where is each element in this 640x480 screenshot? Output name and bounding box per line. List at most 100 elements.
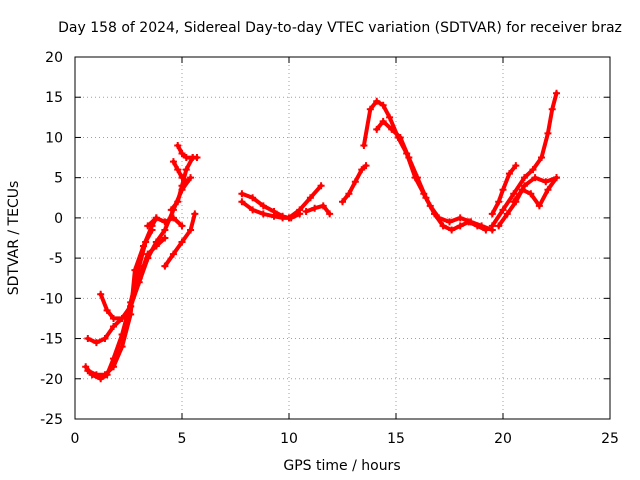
series-arc-13 — [339, 162, 370, 206]
data-point — [544, 186, 552, 194]
axis-ticks — [74, 56, 611, 420]
data-point — [161, 234, 169, 242]
series-arc-3 — [84, 214, 160, 379]
data-point — [317, 182, 325, 190]
series-arc-7 — [169, 158, 190, 186]
chart-title: Day 158 of 2024, Sidereal Day-to-day VTE… — [58, 20, 622, 36]
data-point — [92, 339, 100, 347]
data-point — [473, 222, 481, 230]
y-tick-label: 0 — [54, 211, 63, 227]
data-point — [448, 226, 456, 234]
data-point — [360, 141, 368, 149]
data-point — [373, 97, 381, 105]
data-point — [167, 206, 175, 214]
data-point — [101, 335, 109, 343]
x-tick-labels: 0 5 10 15 20 25 — [71, 431, 619, 447]
data-point — [542, 178, 550, 186]
data-point — [178, 182, 186, 190]
data-point — [422, 194, 430, 202]
data-point — [84, 335, 92, 343]
data-point — [520, 174, 528, 182]
data-point — [101, 371, 109, 379]
data-point — [249, 194, 257, 202]
x-axis-label: GPS time / hours — [283, 458, 400, 474]
data-point — [296, 210, 304, 218]
data-point — [82, 363, 90, 371]
data-point — [510, 198, 518, 206]
data-point — [144, 222, 152, 230]
data-point — [446, 218, 453, 226]
data-point — [544, 129, 552, 137]
data-point — [379, 117, 387, 125]
data-point — [386, 113, 394, 121]
data-point — [131, 266, 139, 274]
data-point — [413, 174, 421, 182]
y-tick-label: 5 — [54, 171, 63, 187]
data-point — [495, 222, 503, 230]
data-point — [396, 133, 404, 141]
series-line — [85, 215, 159, 377]
data-point — [187, 226, 195, 234]
data-point — [499, 186, 507, 194]
series-line — [490, 91, 559, 228]
x-tick-label: 20 — [494, 431, 512, 447]
y-tick-label: -15 — [40, 332, 63, 348]
data-point — [339, 198, 346, 206]
data-point — [182, 178, 190, 186]
data-point — [139, 242, 147, 250]
y-tick-label: 15 — [45, 90, 63, 106]
data-series — [82, 89, 560, 383]
x-tick-label: 10 — [280, 431, 298, 447]
data-point — [97, 290, 105, 298]
series-arc-16 — [488, 162, 520, 218]
x-tick-label: 0 — [71, 431, 80, 447]
data-point — [465, 218, 473, 226]
x-tick-label: 5 — [178, 431, 187, 447]
data-point — [259, 210, 267, 218]
data-point — [152, 242, 160, 250]
data-point — [553, 89, 560, 97]
x-tick-label: 25 — [601, 431, 619, 447]
x-tick-label: 15 — [387, 431, 405, 447]
data-point — [161, 262, 169, 270]
data-point — [512, 162, 520, 170]
data-point — [373, 125, 381, 133]
data-point — [431, 210, 439, 218]
data-point — [527, 190, 535, 198]
y-tick-labels: -25 -20 -15 -10 -5 0 5 10 15 20 — [40, 50, 63, 428]
series-arc-9 — [161, 210, 199, 270]
data-point — [182, 154, 190, 162]
y-tick-label: 20 — [45, 50, 63, 66]
data-point — [103, 306, 111, 314]
series-arc-19 — [510, 174, 560, 210]
y-tick-label: 10 — [45, 130, 63, 146]
data-point — [238, 198, 246, 206]
series-line — [175, 143, 195, 160]
data-point — [482, 226, 490, 234]
series-arc-15 — [373, 117, 490, 234]
data-point — [152, 214, 160, 222]
series-arc-5 — [144, 214, 186, 230]
data-point — [505, 170, 513, 178]
data-point — [345, 190, 353, 198]
data-point — [189, 154, 197, 162]
data-point — [287, 214, 295, 222]
data-point — [178, 174, 186, 182]
y-tick-label: -20 — [40, 372, 63, 388]
y-tick-label: -25 — [40, 412, 63, 428]
data-point — [388, 125, 396, 133]
data-point — [110, 314, 118, 322]
data-point — [351, 178, 359, 186]
data-point — [358, 166, 366, 174]
data-point — [488, 210, 496, 218]
y-axis-label: SDTVAR / TECUs — [6, 181, 22, 296]
data-point — [118, 314, 126, 322]
series-arc-4 — [97, 234, 169, 322]
data-point — [187, 174, 195, 182]
series-line — [511, 175, 559, 208]
data-point — [538, 154, 546, 162]
data-point — [311, 204, 319, 212]
data-point — [161, 218, 169, 226]
data-point — [174, 166, 182, 174]
data-point — [127, 302, 135, 310]
